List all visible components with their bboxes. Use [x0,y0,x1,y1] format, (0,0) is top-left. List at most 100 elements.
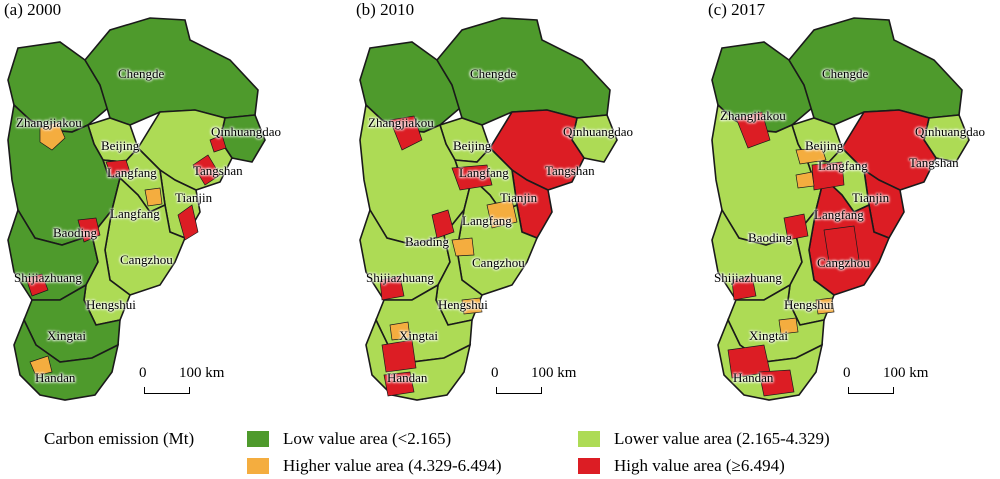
city-label-langfang-north: Langfang [459,165,509,180]
city-label-tianjin: Tianjin [175,190,213,205]
scale-bar: 0 100 km [491,365,601,397]
county-highlight [192,154,221,186]
city-label-tianjin: Tianjin [500,190,538,205]
county-highlight [383,371,415,397]
legend-label-high: High value area (≥6.494) [614,456,785,475]
county-highlight [795,147,827,165]
scale-zero: 0 [139,365,147,381]
county-highlight [783,213,809,241]
county-highlight [389,115,423,151]
city-label-baoding: Baoding [748,230,793,245]
county-highlight [731,275,757,301]
legend-label-higher: Higher value area (4.329-6.494) [283,456,502,475]
legend-swatch-higher [247,458,269,474]
county-highlight [735,111,771,149]
county-highlight [451,237,475,257]
city-label-hengshui: Hengshui [86,297,136,312]
county-highlight [431,209,455,239]
scale-bar: 0 100 km [139,365,249,397]
city-label-baoding: Baoding [53,225,98,240]
map-svg-2010 [359,17,618,401]
county-highlight [144,187,163,207]
city-label-handan: Handan [35,370,76,385]
city-label-tangshan: Tangshan [193,163,243,178]
county-highlight [29,355,53,377]
county-highlight [486,199,518,229]
city-label-baoding: Baoding [405,234,450,249]
county-highlight [77,217,101,243]
map-panel-2000: (a) 2000 Chengde Zhangjiakou Beijing Qin… [0,0,350,410]
city-label-chengde: Chengde [470,66,517,81]
city-label-cangzhou: Cangzhou [472,255,525,270]
scale-hundred: 100 km [883,365,929,381]
county-highlight [105,159,131,179]
city-label-handan: Handan [733,370,774,385]
county-highlight [381,339,417,373]
panel-title: (a) 2000 [4,0,62,19]
county-highlight [778,317,799,335]
city-label-hengshui: Hengshui [438,297,488,312]
city-label-handan: Handan [387,370,428,385]
city-label-chengde: Chengde [118,66,165,81]
city-label-hengshui: Hengshui [784,297,834,312]
scale-hundred: 100 km [179,365,225,381]
panel-title: (c) 2017 [708,0,766,19]
city-label-zhangjiakou: Zhangjiakou [16,115,82,130]
county-highlight [461,297,483,315]
scale-zero: 0 [491,365,499,381]
city-label-qinhuangdao: Qinhuangdao [563,124,634,139]
legend-title: Carbon emission (Mt) [44,429,195,448]
scale-zero: 0 [843,365,851,381]
city-label-beijing: Beijing [453,138,492,153]
county-highlight [39,121,66,151]
city-label-beijing: Beijing [805,138,844,153]
scale-hundred: 100 km [531,365,577,381]
city-label-tangshan: Tangshan [909,155,959,170]
county-highlight [815,297,835,315]
map-panel-2010: (b) 2010 Chengde Zhangjiakou Beijing Qin… [352,0,702,410]
city-label-cangzhou: Cangzhou [120,252,173,267]
county-highlight [177,204,199,241]
city-label-shijiazhuang: Shijiazhuang [14,270,82,285]
legend-label-low: Low value area (<2.165) [283,429,452,448]
panel-title: (b) 2010 [356,0,415,19]
city-label-langfang-north: Langfang [107,165,157,180]
city-label-zhangjiakou: Zhangjiakou [368,115,434,130]
scale-bar: 0 100 km [843,365,953,397]
county-highlight [25,273,49,297]
county-highlight [389,321,411,341]
city-label-qinhuangdao: Qinhuangdao [211,124,282,139]
city-label-xingtai: Xingtai [399,328,438,343]
legend-swatch-high [578,458,600,474]
county-highlight [823,225,860,263]
county-highlight [451,164,493,191]
city-label-cangzhou: Cangzhou [817,255,870,270]
county-highlight [795,171,815,189]
region-chengde [84,17,259,126]
county-highlight [379,275,405,301]
legend-swatch-low [247,431,269,447]
city-label-xingtai: Xingtai [749,328,788,343]
city-label-tangshan: Tangshan [545,163,595,178]
city-label-chengde: Chengde [822,66,869,81]
region-chengde [788,17,963,126]
scale-line [144,387,190,394]
region-handan [13,318,120,401]
city-label-shijiazhuang: Shijiazhuang [366,270,434,285]
scale-line [848,387,894,394]
map-svg-2017 [711,17,970,401]
city-label-zhangjiakou: Zhangjiakou [720,108,786,123]
city-label-langfang-south: Langfang [462,213,512,228]
county-highlight [758,369,795,397]
map-svg-2000 [7,17,266,401]
city-label-qinhuangdao: Qinhuangdao [915,124,986,139]
city-label-langfang-north: Langfang [818,158,868,173]
county-highlight [209,134,227,153]
city-label-tianjin: Tianjin [852,190,890,205]
map-panel-2017: (c) 2017 Chengde Zhangjiakou Beijing Qin… [704,0,1000,410]
city-label-beijing: Beijing [101,138,140,153]
region-chengde [436,17,611,126]
city-label-langfang-south: Langfang [110,206,160,221]
scale-line [496,387,542,394]
legend-label-lower: Lower value area (2.165-4.329) [614,429,830,448]
